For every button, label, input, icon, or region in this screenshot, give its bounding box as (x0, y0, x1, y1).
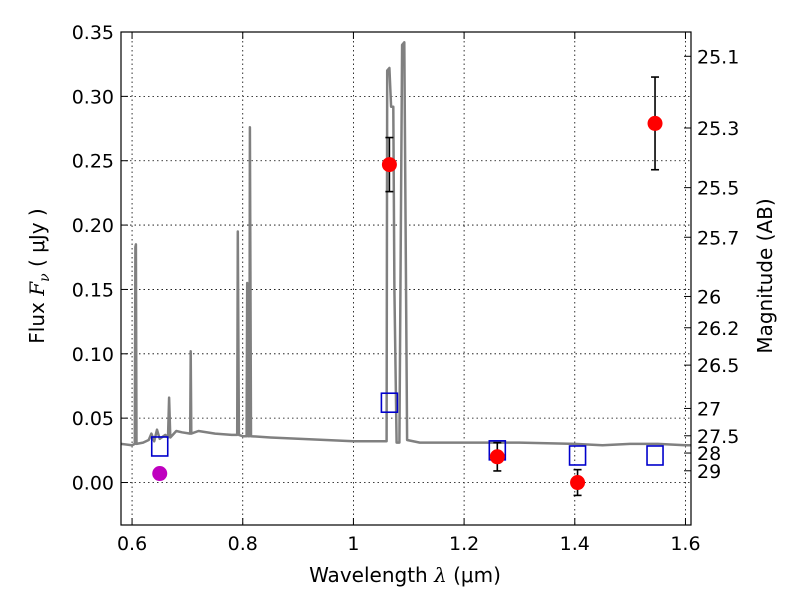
x-tick-label: 1.4 (560, 533, 590, 555)
x-tick-label: 1.6 (670, 533, 700, 555)
x-tick-label: 0.8 (228, 533, 258, 555)
y-tick-label: 0.35 (72, 22, 114, 44)
y-tick-label: 0.30 (72, 86, 114, 108)
right-tick-label: 26.2 (697, 318, 739, 340)
data-point (489, 449, 505, 465)
right-tick-label: 25.5 (697, 178, 739, 200)
spectrum-line (121, 41, 691, 447)
right-tick-label: 29 (697, 461, 721, 483)
y-tick-label: 0.05 (72, 408, 114, 430)
data-point (152, 466, 168, 482)
data-point (647, 115, 663, 131)
model-square-marker (380, 392, 399, 414)
y-tick-label: 0.00 (72, 473, 114, 495)
plot-area (121, 41, 691, 497)
data-point (381, 157, 397, 173)
right-axis-label: Magnitude (AB) (753, 198, 777, 353)
model-square-marker (150, 436, 169, 457)
data-point (570, 475, 586, 491)
x-tick-label: 1.2 (449, 533, 479, 555)
right-tick-label: 27.5 (697, 426, 739, 448)
x-tick-label: 1 (347, 533, 359, 555)
y-axis-label: Flux Fν ( μJy ) (25, 208, 53, 343)
right-tick-label: 25.1 (697, 46, 739, 68)
y-tick-label: 0.10 (72, 344, 114, 366)
x-axis-label: Wavelength λ (μm) (309, 563, 501, 587)
x-tick-label: 0.6 (117, 533, 147, 555)
right-tick-label: 28 (697, 443, 721, 465)
plot-frame (120, 31, 692, 526)
y-tick-label: 0.15 (72, 279, 114, 301)
model-square-marker (568, 445, 587, 466)
model-square-marker (646, 445, 664, 466)
y-tick-label: 0.20 (72, 215, 114, 237)
y-tick-label: 0.25 (72, 151, 114, 173)
right-tick-label: 26 (697, 286, 721, 308)
right-tick-label: 27 (697, 398, 721, 420)
right-tick-label: 26.5 (697, 355, 739, 377)
axis-ticks: 0.6 0.8 1 1.2 1.4 1.6 0.00 0.05 0.10 0.15 0.20 0.25… (72, 22, 740, 555)
plot-series (121, 41, 691, 497)
right-tick-label: 25.7 (697, 227, 739, 249)
right-tick-label: 25.3 (697, 118, 739, 140)
